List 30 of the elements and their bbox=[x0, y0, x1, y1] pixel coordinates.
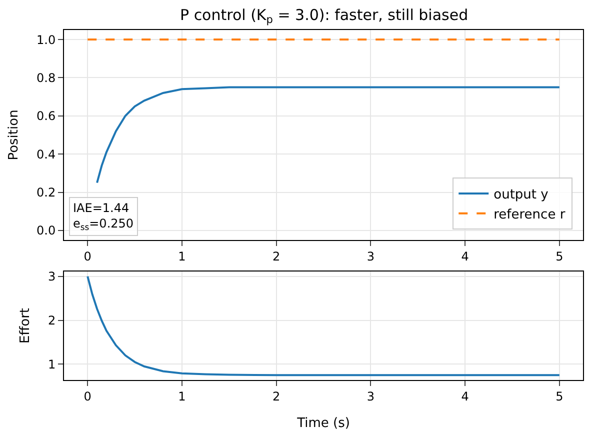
x-tick-label: 2 bbox=[272, 249, 280, 264]
y-axis-title: Position bbox=[6, 110, 22, 160]
x-tick-label: 5 bbox=[556, 389, 564, 404]
line-series bbox=[86, 275, 560, 376]
x-tick-label: 4 bbox=[461, 389, 469, 404]
x-tick-label: 3 bbox=[366, 389, 374, 404]
y-tick-label: 2 bbox=[48, 313, 56, 328]
x-axis-title: Time (s) bbox=[296, 416, 350, 431]
legend-label: reference r bbox=[494, 207, 566, 222]
annotation: IAE=1.44 e$_{ss}$=0.250 bbox=[73, 201, 134, 232]
x-tick-label: 3 bbox=[366, 249, 374, 264]
y-axis-title: Effort bbox=[18, 308, 33, 344]
y-tick-label: 0.4 bbox=[36, 147, 56, 162]
y-tick-label: 3 bbox=[48, 270, 56, 284]
y-tick-label: 0.2 bbox=[36, 185, 56, 200]
line-series bbox=[96, 86, 560, 184]
x-tick-label: 0 bbox=[84, 249, 92, 264]
x-tick-label: 0 bbox=[84, 389, 92, 404]
y-tick-label: 1 bbox=[48, 357, 56, 372]
x-tick-label: 4 bbox=[461, 249, 469, 264]
y-tick-label: 0.6 bbox=[36, 109, 56, 124]
x-tick-label: 5 bbox=[556, 249, 564, 264]
x-tick-label: 1 bbox=[178, 249, 186, 264]
y-tick-label: 0.8 bbox=[36, 70, 56, 85]
y-tick-label: 1.0 bbox=[36, 32, 56, 47]
legend-label: output y bbox=[494, 188, 549, 203]
chart-title: P control (K$_{p}$ = 3.0): faster, still biased bbox=[180, 6, 468, 26]
y-tick-label: 0.0 bbox=[36, 224, 56, 238]
x-tick-label: 2 bbox=[272, 389, 280, 404]
x-tick-label: 1 bbox=[178, 389, 186, 404]
